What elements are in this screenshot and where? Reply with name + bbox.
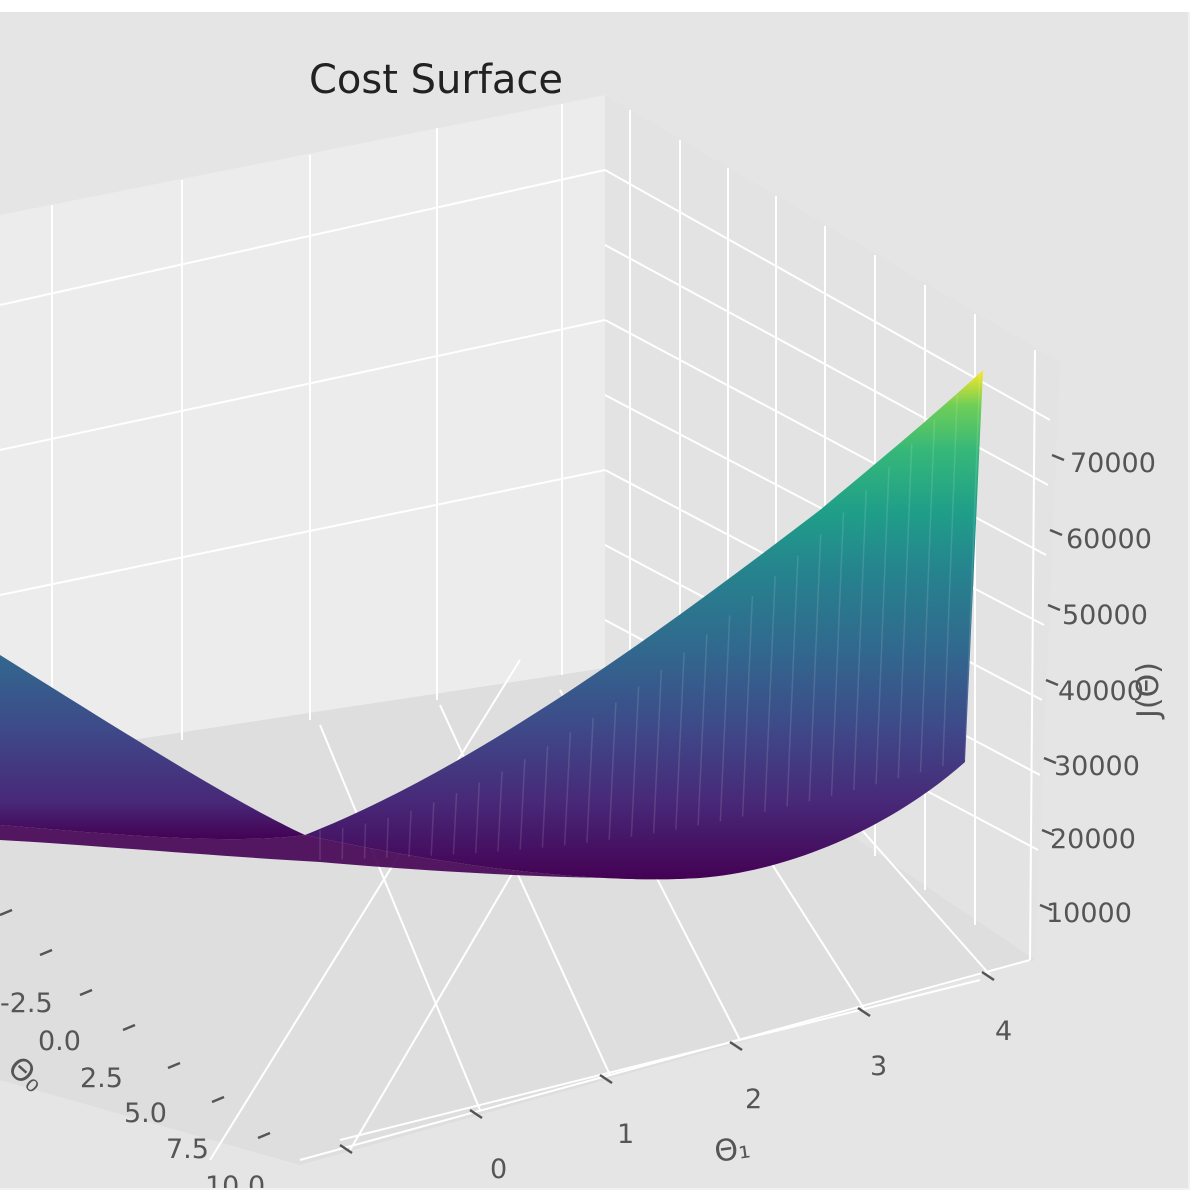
x-axis-label: Θ₁: [712, 1130, 752, 1170]
back-pane: [0, 95, 605, 760]
y-tick-label: 0.0: [38, 1026, 81, 1057]
z-tick-label: 60000: [1066, 524, 1152, 555]
x-tick-label: 1: [617, 1119, 634, 1150]
surface-valley: [0, 825, 700, 880]
surface-left-lobe: [0, 655, 305, 840]
y-tick-label: 7.5: [166, 1134, 209, 1165]
z-tick-label: 20000: [1050, 824, 1136, 855]
x-tick-label: 0: [490, 1154, 507, 1185]
y-tick-label: 10.0: [205, 1171, 265, 1190]
z-tick-labels: 10000 20000 30000 40000 50000 60000 70000: [1046, 448, 1156, 929]
x-tick-label: 3: [870, 1051, 887, 1082]
y-tick-label: -2.5: [0, 988, 53, 1019]
x-tick-labels: 0 1 2 3 4: [490, 1016, 1012, 1185]
y-tick-label: 2.5: [80, 1063, 123, 1094]
z-axis-label: J(Θ): [1131, 662, 1166, 720]
x-tick-label: 4: [995, 1016, 1012, 1047]
cost-surface: [0, 369, 983, 880]
chart-title: Cost Surface: [309, 57, 563, 103]
y-tick-labels: -2.5 0.0 2.55.0 7.5 10.0: [0, 988, 265, 1190]
surface-right-sweep: [305, 370, 983, 880]
z-tick-label: 30000: [1054, 751, 1140, 782]
z-tick-label: 70000: [1070, 448, 1156, 479]
x-tick-label: 2: [745, 1084, 762, 1115]
y-tick-label: 5.0: [124, 1098, 167, 1129]
z-tick-label: 50000: [1062, 600, 1148, 631]
tick-marks: [0, 453, 1065, 1155]
z-tick-label: 40000: [1058, 676, 1144, 707]
z-tick-label: 10000: [1046, 898, 1132, 929]
